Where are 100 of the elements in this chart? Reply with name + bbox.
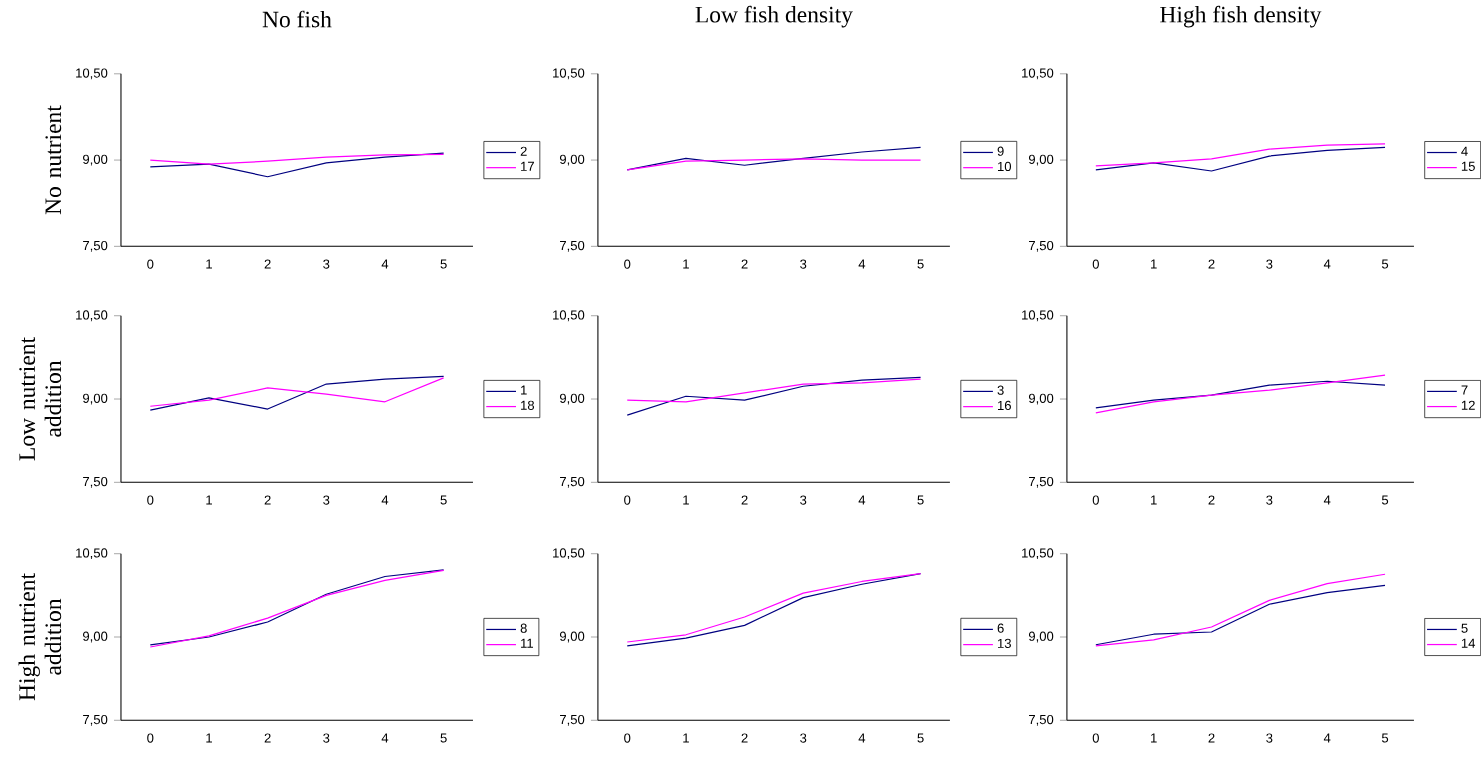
- y-tick-label: 10,50: [76, 548, 108, 560]
- x-tick-label: 3: [323, 733, 330, 743]
- x-tick-label: 2: [741, 495, 748, 505]
- legend-label: 4: [1461, 146, 1468, 156]
- x-tick-label: 0: [1092, 495, 1099, 505]
- x-tick-label: 4: [858, 495, 866, 505]
- x-tick-label: 4: [858, 733, 866, 743]
- y-axis-title: High nutrient addition: [18, 573, 62, 701]
- x-tick-label: 5: [440, 733, 447, 743]
- y-tick-label: 9,00: [83, 154, 108, 166]
- line-series: [1095, 146, 1386, 172]
- line-series: [1095, 573, 1386, 647]
- y-tick-label: 9,00: [559, 393, 585, 405]
- line-series: [626, 376, 922, 416]
- x-tick-label: 2: [1208, 733, 1215, 743]
- x-tick-label: 3: [800, 495, 807, 505]
- x-tick-label: 0: [624, 259, 631, 269]
- x-tick-label: 0: [624, 495, 631, 505]
- legend-label: 12: [1461, 400, 1475, 410]
- x-tick-label: 2: [1208, 259, 1215, 269]
- y-tick-label: 7,50: [83, 476, 108, 488]
- x-tick-label: 2: [264, 495, 271, 505]
- legend-label: 5: [1461, 623, 1468, 633]
- x-tick-label: 0: [624, 733, 631, 743]
- chart-title: No fish: [262, 10, 332, 28]
- y-tick-label: 10,50: [1022, 310, 1054, 322]
- y-tick-label: 7,50: [560, 240, 585, 252]
- line-series: [149, 152, 445, 178]
- legend-label: 18: [521, 400, 535, 410]
- x-tick-label: 0: [1092, 733, 1099, 743]
- y-tick-label: 10,50: [76, 68, 108, 80]
- y-tick-label: 10,50: [76, 310, 108, 322]
- chart-title: Low fish density: [695, 5, 853, 28]
- x-tick-label: 4: [381, 259, 389, 269]
- y-axis-title: No nutrient: [45, 105, 62, 215]
- y-tick-label: 7,50: [560, 476, 585, 488]
- x-tick-label: 4: [1323, 733, 1331, 743]
- y-tick-label: 7,50: [1029, 240, 1054, 252]
- y-tick-label: 9,00: [1028, 154, 1054, 166]
- x-tick-label: 1: [683, 259, 689, 269]
- legend-label: 8: [520, 623, 527, 633]
- legend-label: 14: [1461, 638, 1476, 648]
- legend-label: 17: [521, 161, 534, 171]
- x-tick-label: 3: [1266, 733, 1273, 743]
- line-series: [626, 158, 922, 171]
- y-tick-label: 10,50: [1022, 68, 1054, 80]
- legend-label: 2: [520, 146, 527, 156]
- x-tick-label: 4: [381, 495, 389, 505]
- line-series: [1095, 584, 1386, 646]
- x-tick-label: 1: [683, 733, 689, 743]
- y-tick-label: 9,00: [83, 631, 108, 643]
- x-tick-label: 4: [1323, 259, 1331, 269]
- x-tick-label: 2: [264, 733, 271, 743]
- y-tick-label: 7,50: [560, 714, 585, 726]
- y-tick-label: 7,50: [1029, 476, 1054, 488]
- x-tick-label: 1: [206, 733, 212, 743]
- chart-title: High fish density: [1160, 5, 1322, 28]
- y-tick-label: 10,50: [553, 548, 585, 560]
- x-tick-label: 2: [264, 259, 271, 269]
- legend-label: 11: [521, 638, 534, 648]
- x-tick-label: 0: [1092, 259, 1099, 269]
- x-tick-label: 3: [323, 495, 330, 505]
- x-tick-label: 0: [147, 733, 154, 743]
- legend-label: 1: [521, 385, 527, 395]
- x-tick-label: 3: [800, 259, 807, 269]
- x-tick-label: 2: [1208, 495, 1215, 505]
- y-tick-label: 10,50: [553, 310, 585, 322]
- y-tick-label: 10,50: [1022, 548, 1054, 560]
- y-tick-label: 9,00: [559, 631, 585, 643]
- x-tick-label: 1: [1151, 495, 1157, 505]
- legend-label: 10: [997, 161, 1012, 172]
- y-tick-label: 9,00: [559, 154, 585, 166]
- y-tick-label: 9,00: [1028, 631, 1054, 643]
- line-series: [1095, 380, 1386, 409]
- x-tick-label: 5: [917, 259, 924, 269]
- x-tick-label: 5: [917, 495, 924, 505]
- y-tick-label: 9,00: [1028, 393, 1054, 405]
- x-tick-label: 1: [683, 495, 689, 505]
- x-tick-label: 5: [440, 259, 447, 269]
- x-tick-label: 4: [1323, 495, 1331, 505]
- y-tick-label: 9,00: [83, 393, 108, 405]
- legend-label: 7: [1461, 385, 1468, 395]
- x-tick-label: 4: [858, 259, 866, 269]
- x-tick-label: 1: [206, 495, 212, 505]
- x-tick-label: 3: [1266, 495, 1273, 505]
- x-tick-label: 1: [1151, 259, 1157, 269]
- y-tick-label: 7,50: [83, 240, 108, 252]
- x-tick-label: 1: [1151, 733, 1157, 743]
- x-tick-label: 4: [381, 733, 389, 743]
- legend-label: 13: [997, 638, 1011, 649]
- x-tick-label: 5: [1381, 733, 1389, 743]
- legend-label: 9: [997, 146, 1004, 156]
- line-series: [1095, 374, 1386, 414]
- x-tick-label: 3: [1266, 259, 1273, 269]
- x-tick-label: 3: [800, 733, 807, 743]
- x-tick-label: 5: [1381, 259, 1389, 269]
- legend-label: 3: [997, 385, 1004, 395]
- x-tick-label: 0: [147, 259, 154, 269]
- legend-label: 15: [1461, 161, 1475, 171]
- x-tick-label: 3: [323, 259, 330, 269]
